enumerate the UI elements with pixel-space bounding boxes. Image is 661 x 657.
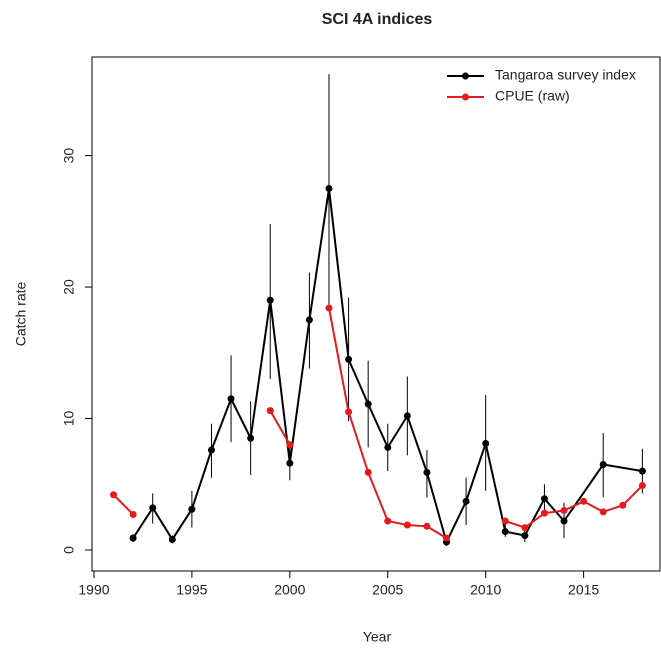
data-point: [227, 395, 235, 403]
data-point: [501, 517, 509, 525]
y-tick-label: 10: [61, 411, 77, 427]
data-point: [443, 534, 451, 542]
data-point: [521, 524, 529, 532]
data-point: [384, 443, 392, 451]
y-axis-label: Catch rate: [13, 281, 29, 346]
data-point: [345, 355, 353, 363]
data-point: [266, 407, 274, 415]
data-point: [482, 439, 490, 447]
data-point: [560, 517, 568, 525]
data-point: [247, 434, 255, 442]
data-point: [599, 461, 607, 469]
data-point: [110, 491, 118, 499]
data-point: [638, 482, 646, 490]
data-point: [540, 509, 548, 517]
data-point: [266, 296, 274, 304]
x-tick-label: 2005: [372, 582, 403, 598]
data-point: [325, 304, 333, 312]
data-point: [325, 184, 333, 192]
y-tick-label: 20: [61, 279, 77, 295]
x-tick-label: 2000: [274, 582, 305, 598]
data-point: [129, 534, 137, 542]
data-point: [188, 505, 196, 513]
data-point: [403, 521, 411, 529]
data-point: [305, 316, 313, 324]
plot-frame: [91, 56, 661, 572]
chart-title: SCI 4A indices: [322, 11, 433, 28]
legend-label: Tangaroa survey index: [495, 67, 636, 83]
data-point: [286, 459, 294, 467]
data-point: [423, 468, 431, 476]
data-point: [619, 501, 627, 509]
data-point: [286, 441, 294, 449]
x-tick-label: 1990: [78, 582, 109, 598]
data-point: [364, 468, 372, 476]
series-line: [112, 307, 644, 539]
data-point: [384, 517, 392, 525]
legend-marker: [462, 72, 469, 80]
data-point: [129, 510, 137, 518]
series-line: [132, 188, 643, 545]
data-point: [462, 497, 470, 505]
y-tick-label: 30: [61, 148, 77, 164]
x-axis-label: Year: [363, 629, 392, 645]
legend-marker: [462, 93, 469, 101]
data-point: [540, 495, 548, 503]
data-point: [423, 522, 431, 530]
data-point: [403, 412, 411, 420]
data-point: [580, 497, 588, 505]
data-point: [599, 508, 607, 516]
data-point: [345, 408, 353, 416]
data-point: [521, 532, 529, 540]
data-point: [638, 467, 646, 475]
x-tick-label: 2010: [470, 582, 501, 598]
data-point: [168, 535, 176, 543]
x-tick-label: 1995: [176, 582, 207, 598]
data-point: [501, 528, 509, 536]
data-point: [560, 507, 568, 515]
data-point: [149, 504, 157, 512]
legend-label: CPUE (raw): [495, 88, 570, 104]
data-point: [364, 400, 372, 408]
data-point: [207, 446, 215, 454]
y-tick-label: 0: [61, 546, 77, 554]
x-tick-label: 2015: [568, 582, 599, 598]
